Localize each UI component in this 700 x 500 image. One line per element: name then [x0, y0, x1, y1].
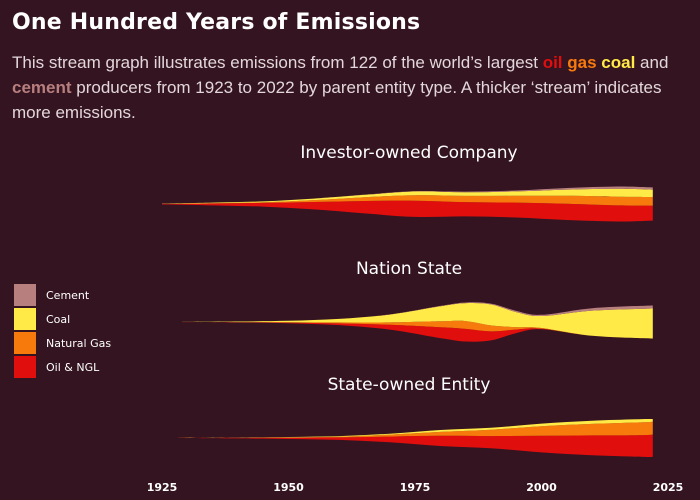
legend-swatch [14, 356, 36, 378]
panel-title: State-owned Entity [328, 375, 491, 395]
subtitle-text-3: producers from 1923 to 2022 by parent en… [12, 78, 662, 122]
legend-swatch [14, 332, 36, 354]
subtitle-coal-keyword: coal [601, 53, 636, 72]
stream-panel [182, 302, 653, 342]
x-tick-label: 1975 [400, 481, 431, 494]
stream-coal [182, 302, 653, 339]
legend-swatch [14, 308, 36, 330]
stream-panel [162, 186, 653, 222]
stream-coal [162, 188, 653, 204]
legend-label: Cement [46, 289, 90, 302]
legend-label: Oil & NGL [46, 361, 100, 374]
stream-natural-gas [177, 421, 653, 438]
chart-subtitle: This stream graph illustrates emissions … [12, 50, 688, 125]
stream-oil-ngl [162, 200, 653, 222]
stream-coal [177, 419, 653, 438]
stream-oil-ngl [177, 434, 653, 457]
stream-cement [162, 186, 653, 204]
legend-swatch [14, 284, 36, 306]
subtitle-text-1: This stream graph illustrates emissions … [12, 53, 543, 72]
chart-title: One Hundred Years of Emissions [12, 10, 421, 35]
subtitle-gas-keyword: gas [567, 53, 597, 72]
x-tick-label: 2025 [653, 481, 684, 494]
x-tick-label: 1950 [273, 481, 304, 494]
stream-panel [177, 419, 653, 457]
subtitle-cement-keyword: cement [12, 78, 72, 97]
panel-title: Investor-owned Company [300, 143, 517, 163]
legend-label: Coal [46, 313, 70, 326]
subtitle-text-2: and [635, 53, 669, 72]
stream-oil-ngl [182, 322, 653, 342]
x-tick-label: 1925 [147, 481, 178, 494]
stream-natural-gas [162, 195, 653, 206]
x-tick-label: 2000 [526, 481, 557, 494]
legend-label: Natural Gas [46, 337, 111, 350]
subtitle-oil-keyword: oil [542, 53, 563, 72]
panel-title: Nation State [356, 259, 462, 279]
